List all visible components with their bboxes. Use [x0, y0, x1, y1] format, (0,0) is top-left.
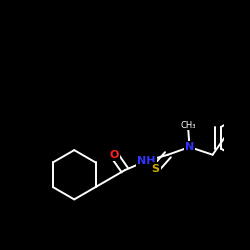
Text: CH₃: CH₃	[180, 121, 196, 130]
Text: NH: NH	[137, 156, 156, 166]
Text: S: S	[152, 164, 160, 173]
Text: N: N	[185, 142, 194, 152]
Text: O: O	[109, 150, 119, 160]
